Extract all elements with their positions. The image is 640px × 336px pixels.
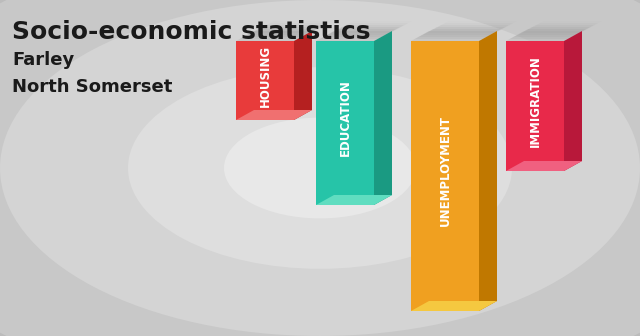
- Polygon shape: [236, 41, 294, 120]
- Polygon shape: [518, 25, 594, 35]
- Polygon shape: [244, 27, 320, 37]
- Polygon shape: [510, 29, 586, 39]
- Polygon shape: [411, 41, 479, 311]
- Polygon shape: [374, 31, 392, 205]
- Polygon shape: [419, 27, 505, 37]
- Polygon shape: [479, 31, 497, 311]
- Text: HOUSING: HOUSING: [259, 44, 271, 107]
- Text: UNEMPLOYMENT: UNEMPLOYMENT: [438, 116, 451, 226]
- Polygon shape: [324, 27, 400, 37]
- Polygon shape: [564, 31, 582, 171]
- Text: Farley: Farley: [12, 51, 74, 69]
- Ellipse shape: [128, 67, 512, 269]
- Polygon shape: [514, 27, 590, 37]
- Polygon shape: [415, 29, 501, 39]
- Text: EDUCATION: EDUCATION: [339, 80, 351, 157]
- Polygon shape: [240, 29, 316, 39]
- Text: North Somerset: North Somerset: [12, 78, 172, 96]
- Polygon shape: [320, 29, 396, 39]
- Polygon shape: [423, 25, 509, 35]
- Polygon shape: [411, 301, 497, 311]
- Polygon shape: [328, 25, 404, 35]
- Polygon shape: [506, 41, 564, 171]
- Polygon shape: [316, 195, 392, 205]
- Polygon shape: [316, 31, 392, 41]
- Text: Socio-economic statistics: Socio-economic statistics: [12, 20, 371, 44]
- Text: IMMIGRATION: IMMIGRATION: [529, 55, 541, 147]
- Polygon shape: [506, 161, 582, 171]
- Polygon shape: [236, 110, 312, 120]
- Ellipse shape: [224, 118, 416, 218]
- Polygon shape: [236, 31, 312, 41]
- Polygon shape: [316, 41, 374, 205]
- Polygon shape: [506, 31, 582, 41]
- Polygon shape: [411, 31, 497, 41]
- Polygon shape: [248, 25, 324, 35]
- Polygon shape: [294, 31, 312, 120]
